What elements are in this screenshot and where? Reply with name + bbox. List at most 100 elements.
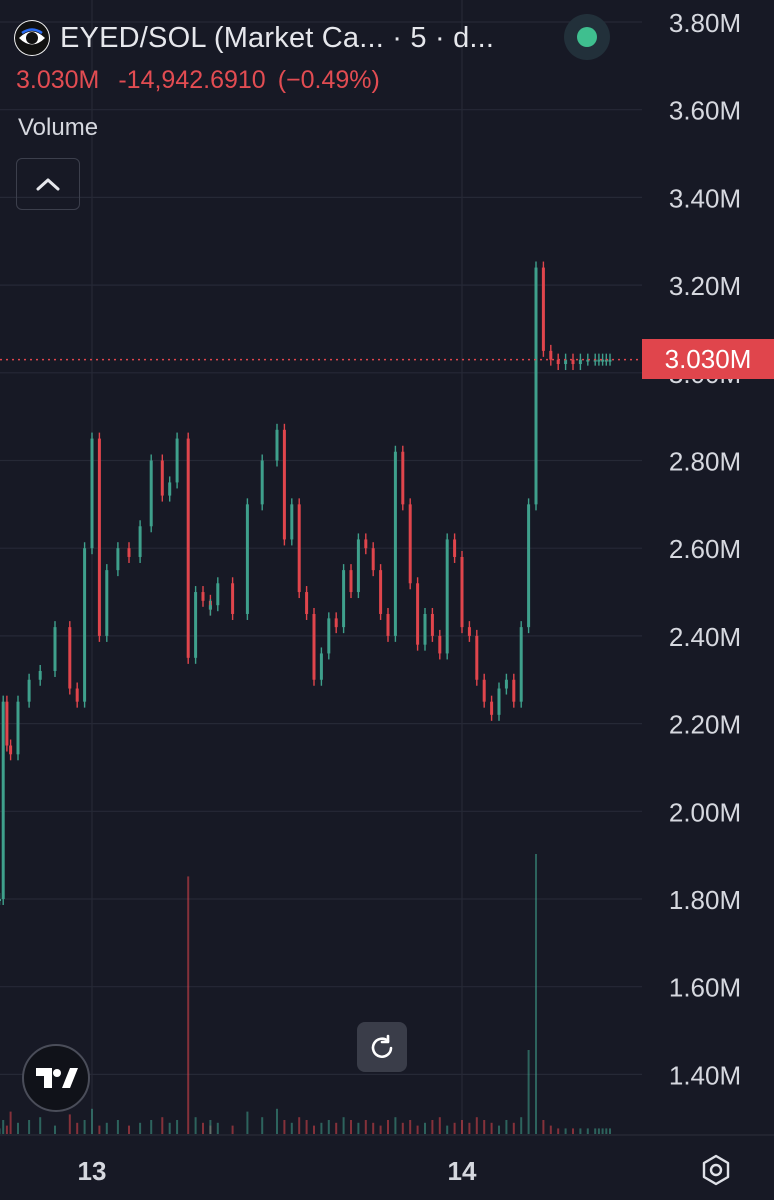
volume-bar: [17, 1122, 19, 1134]
volume-bar: [498, 1125, 500, 1134]
price-candle: [334, 618, 338, 628]
volume-bar: [431, 1120, 434, 1134]
volume-bar: [290, 1122, 293, 1134]
volume-bar: [579, 1128, 582, 1134]
tradingview-logo-icon[interactable]: [22, 1044, 90, 1112]
price-candle: [371, 548, 375, 571]
y-tick-label: 1.40M: [669, 1060, 741, 1090]
price-candle: [290, 504, 294, 540]
volume-bar: [68, 1114, 71, 1134]
volume-bar: [609, 1128, 611, 1134]
symbol-title[interactable]: EYED/SOL (Market Ca... · 5 · d...: [60, 21, 495, 54]
volume-bar: [298, 1117, 301, 1134]
price-candle: [53, 627, 57, 671]
price-candle: [75, 688, 79, 702]
price-candle: [475, 635, 479, 680]
price-candle: [556, 359, 560, 365]
price-candle: [68, 627, 72, 689]
price-candle: [593, 359, 597, 362]
price-candle: [319, 653, 323, 680]
price-candle: [83, 548, 87, 702]
price-candle: [534, 267, 538, 505]
price-candle: [138, 526, 142, 557]
market-open-dot-icon: [564, 14, 610, 60]
y-tick-label: 3.80M: [669, 8, 741, 38]
price-candle: [460, 556, 464, 628]
price-axis: 3.80M3.60M3.40M3.20M3.00M2.80M2.60M2.40M…: [669, 8, 741, 1090]
volume-bar: [394, 1117, 397, 1134]
y-tick-label: 1.60M: [669, 973, 741, 1003]
price-candle: [541, 267, 545, 351]
price-candle: [482, 679, 486, 702]
price-candle: [201, 592, 205, 601]
volume-bar: [139, 1122, 142, 1134]
price-candle: [90, 438, 94, 549]
collapse-legend-button[interactable]: [16, 158, 80, 210]
price-candle: [453, 539, 457, 557]
volume-bar: [313, 1125, 315, 1134]
price-candle: [342, 570, 346, 628]
volume-bar: [350, 1120, 352, 1134]
price-candle: [578, 359, 582, 365]
price-candle: [208, 605, 212, 610]
volume-bar: [505, 1120, 508, 1134]
price-candle: [608, 359, 612, 362]
price-candle: [194, 592, 198, 658]
volume-bar: [461, 1120, 463, 1134]
volume-bar: [594, 1128, 597, 1134]
volume-bar: [416, 1125, 419, 1134]
volume-bar: [28, 1120, 31, 1134]
volume-bar: [246, 1111, 249, 1134]
reset-chart-button[interactable]: [357, 1022, 407, 1072]
price-candle: [327, 618, 331, 654]
price-candle: [586, 359, 590, 362]
volume-bar: [9, 1111, 12, 1134]
price-candle: [408, 504, 412, 584]
last-price: 3.030M: [16, 66, 100, 94]
price-candle: [356, 539, 360, 593]
volume-bar: [475, 1117, 478, 1134]
y-tick-label: 2.20M: [669, 710, 741, 740]
volume-bar: [490, 1122, 493, 1134]
volume-bar: [520, 1117, 523, 1134]
volume-bar: [54, 1125, 56, 1134]
price-candle: [497, 688, 501, 715]
settings-button[interactable]: [696, 1150, 736, 1190]
volume-bar: [168, 1122, 171, 1134]
price-candle: [168, 482, 172, 496]
price-candle: [216, 583, 220, 606]
price-candle: [27, 679, 31, 702]
volume-bar: [372, 1122, 375, 1134]
y-tick-label: 2.00M: [669, 797, 741, 827]
volume-bar: [2, 1120, 5, 1134]
volume-bar: [572, 1128, 574, 1134]
volume-label: Volume: [18, 114, 99, 141]
volume-bar: [387, 1120, 389, 1134]
volume-bar: [116, 1120, 119, 1134]
volume-bar: [409, 1120, 412, 1134]
volume-bar: [605, 1128, 608, 1134]
volume-bar: [527, 1050, 530, 1134]
price-candle: [0, 899, 1, 901]
price-candle: [597, 359, 601, 362]
price-candle: [527, 504, 531, 628]
price-candle: [379, 570, 383, 614]
volume-bar: [483, 1120, 486, 1134]
quote-line: 3.030M -14,942.6910 (−0.49%): [16, 66, 392, 95]
volume-bar: [187, 876, 190, 1134]
last-price-tag: 3.030M: [642, 339, 774, 379]
volume-bar: [0, 1128, 1, 1134]
price-candle: [160, 460, 164, 496]
volume-bar: [83, 1120, 86, 1134]
price-candle: [349, 570, 353, 593]
price-candle: [38, 670, 42, 680]
price-candle: [105, 570, 109, 636]
x-tick-label: 14: [448, 1156, 477, 1186]
volume-bar: [335, 1122, 338, 1134]
volume-bar: [542, 1120, 545, 1134]
price-candle: [186, 438, 190, 658]
price-candle: [305, 592, 309, 614]
price-candle: [260, 460, 264, 505]
volume-bar: [216, 1122, 219, 1134]
